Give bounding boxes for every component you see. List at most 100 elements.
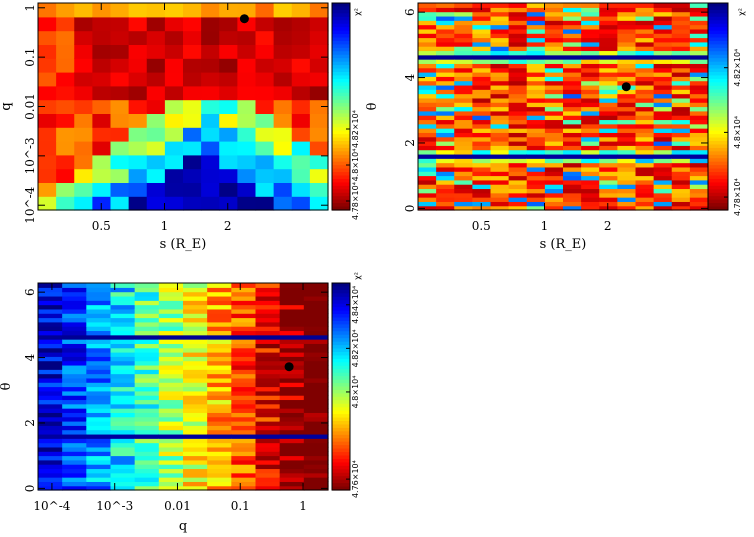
heatmap-cell — [544, 119, 564, 125]
heatmap-cell — [86, 399, 112, 405]
heatmap-cell — [146, 44, 166, 59]
heatmap-cell — [146, 196, 166, 211]
heatmap-cell — [563, 46, 582, 52]
heatmap-cell — [303, 408, 329, 413]
heatmap-cell — [279, 313, 305, 319]
heatmap-cell — [279, 304, 305, 310]
heatmap-cell — [255, 403, 281, 409]
heatmap-cell — [86, 300, 112, 306]
heatmap-cell — [219, 30, 238, 45]
heatmap-cell — [158, 421, 184, 426]
heatmap-cell — [134, 304, 160, 310]
heatmap-cell — [617, 46, 637, 52]
heatmap-cell — [617, 54, 637, 60]
heatmap-cell — [472, 33, 492, 39]
heatmap-cell — [544, 128, 564, 133]
heatmap-cell — [635, 153, 655, 159]
heatmap-cell — [563, 110, 582, 116]
heatmap-cell — [183, 421, 208, 426]
heatmap-cell — [56, 154, 75, 170]
heatmap-cell — [544, 97, 564, 103]
heatmap-cell — [303, 321, 329, 327]
colorbar-swatch — [708, 51, 728, 56]
heatmap-cell — [158, 485, 184, 491]
heatmap-cell — [62, 304, 87, 310]
heatmap-cell — [183, 168, 202, 183]
colorbar-swatch — [708, 58, 728, 63]
heatmap-cell — [183, 16, 202, 32]
heatmap-cell — [617, 28, 637, 34]
heatmap-cell — [273, 3, 293, 18]
heatmap-cell — [581, 192, 600, 198]
heatmap-cell — [158, 442, 184, 448]
colorbar-swatch — [332, 307, 350, 312]
heatmap-cell — [418, 15, 437, 21]
heatmap-cell — [508, 67, 528, 73]
heatmap-cell — [207, 416, 232, 422]
heatmap-cell — [219, 141, 238, 156]
heatmap-cell — [255, 451, 281, 457]
heatmap-cell — [617, 149, 637, 155]
heatmap-cell — [599, 141, 618, 146]
heatmap-cell — [472, 41, 492, 47]
heatmap-cell — [146, 182, 166, 197]
heatmap-cell — [454, 171, 473, 177]
heatmap-cell — [454, 153, 473, 159]
heatmap-cell — [303, 356, 329, 362]
heatmap-cell — [273, 72, 293, 87]
heatmap-cell — [689, 84, 709, 90]
heatmap-cell — [134, 472, 160, 478]
heatmap-cell — [508, 115, 528, 121]
colorbar-swatch — [708, 13, 728, 18]
heatmap-cell — [490, 41, 510, 47]
heatmap-cell — [255, 3, 275, 18]
x-tick-label: 2 — [604, 219, 612, 233]
heatmap-cell — [255, 433, 281, 439]
heatmap-cell — [599, 205, 618, 211]
heatmap-cell — [255, 485, 281, 491]
heatmap-cell — [110, 182, 130, 197]
heatmap-cell — [207, 382, 232, 388]
colorbar-swatch — [332, 34, 350, 39]
colorbar-swatch — [332, 434, 350, 439]
heatmap-cell — [158, 326, 184, 332]
heatmap-cell — [472, 102, 492, 108]
heatmap-cell — [436, 166, 455, 172]
heatmap-cell — [183, 412, 208, 418]
heatmap-cell — [508, 153, 528, 159]
heatmap-cell — [237, 141, 257, 156]
colorbar-swatch — [332, 369, 350, 374]
heatmap-cell — [219, 113, 238, 128]
heatmap-cell — [303, 421, 329, 426]
heatmap-cell — [38, 438, 63, 444]
heatmap-cell — [436, 136, 455, 142]
heatmap-cell — [110, 373, 136, 379]
heatmap-cell — [38, 30, 57, 45]
heatmap-cell — [134, 283, 160, 288]
heatmap-cell — [231, 287, 257, 293]
x-tick-label: 0.01 — [164, 499, 191, 513]
heatmap-cell — [183, 459, 208, 465]
heatmap-cell — [472, 171, 492, 177]
colorbar-swatch — [332, 424, 350, 429]
heatmap-cell — [599, 201, 618, 207]
heatmap-cell — [563, 67, 582, 73]
heatmap-cell — [581, 72, 600, 77]
y-axis-label: θ — [0, 382, 14, 390]
heatmap-cell — [671, 128, 691, 133]
heatmap-cell — [490, 54, 510, 60]
heatmap-cell — [62, 343, 87, 349]
heatmap-cell — [508, 197, 528, 202]
heatmap-cell — [303, 438, 329, 444]
heatmap-cell — [653, 110, 673, 116]
heatmap-cell — [303, 412, 329, 418]
heatmap-cell — [158, 416, 184, 422]
heatmap-cell — [544, 93, 564, 99]
heatmap-cell — [671, 28, 691, 34]
heatmap-cell — [490, 24, 510, 30]
heatmap-cell — [183, 446, 208, 452]
colorbar-swatch — [708, 189, 728, 194]
heatmap-cell — [279, 425, 305, 431]
heatmap-cell — [158, 412, 184, 418]
heatmap-cell — [303, 416, 329, 422]
